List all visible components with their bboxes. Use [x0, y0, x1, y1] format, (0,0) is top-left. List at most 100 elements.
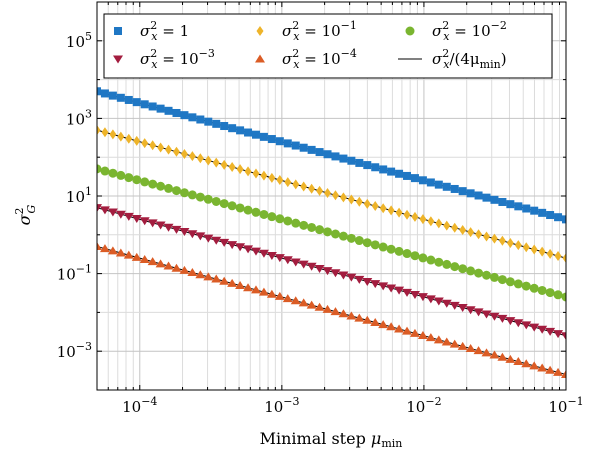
- data-point: [474, 191, 483, 200]
- data-point: [283, 216, 293, 226]
- data-point: [187, 190, 197, 200]
- data-point: [457, 341, 468, 350]
- data-point: [235, 243, 246, 252]
- data-point: [521, 321, 532, 330]
- data-point: [497, 314, 508, 323]
- data-point: [497, 275, 507, 285]
- markers: [97, 87, 566, 379]
- data-point: [451, 222, 459, 233]
- data-point: [139, 255, 150, 264]
- data-point: [299, 143, 308, 152]
- data-point: [211, 236, 222, 245]
- data-point: [442, 259, 452, 269]
- data-point: [258, 287, 269, 296]
- data-point: [449, 301, 460, 310]
- data-point: [347, 156, 356, 165]
- data-point: [236, 126, 245, 135]
- data-point: [498, 235, 506, 246]
- data-point: [228, 161, 236, 172]
- data-point: [308, 183, 316, 194]
- data-point: [347, 194, 355, 205]
- data-point: [275, 214, 285, 224]
- data-point: [244, 128, 253, 137]
- data-point: [299, 220, 309, 230]
- data-point: [553, 330, 564, 339]
- data-point: [282, 256, 293, 265]
- data-point: [148, 102, 157, 111]
- data-point: [417, 330, 428, 339]
- data-point: [490, 195, 499, 204]
- data-point: [250, 247, 261, 256]
- data-point: [157, 142, 165, 153]
- data-point: [481, 310, 492, 319]
- data-point: [171, 186, 181, 196]
- data-point: [109, 129, 117, 140]
- data-point: [196, 115, 205, 124]
- data-point: [171, 225, 182, 234]
- data-point: [115, 248, 126, 257]
- data-point: [505, 317, 516, 326]
- data-point: [204, 155, 212, 166]
- legend-label: σ2 x/(4μmin): [432, 47, 507, 71]
- legend-box: [103, 13, 553, 79]
- data-point: [97, 87, 101, 96]
- data-point: [562, 253, 566, 264]
- data-point: [530, 244, 538, 255]
- data-point: [307, 145, 316, 154]
- data-point: [529, 323, 540, 332]
- data-point: [139, 217, 150, 226]
- data-point: [172, 108, 181, 117]
- data-point: [147, 219, 158, 228]
- data-point: [267, 212, 277, 222]
- y-tick-label: 10−1: [57, 263, 92, 284]
- data-point: [433, 297, 444, 306]
- data-point: [457, 304, 468, 313]
- data-point: [489, 312, 500, 321]
- data-point: [179, 228, 190, 237]
- data-point: [411, 211, 419, 222]
- data-point: [290, 258, 301, 267]
- data-point: [354, 313, 365, 322]
- data-point: [300, 181, 308, 192]
- data-point: [172, 146, 180, 157]
- data-point: [203, 194, 213, 204]
- data-point: [220, 122, 229, 131]
- data-point: [387, 167, 396, 176]
- data-point: [483, 231, 491, 242]
- data-point: [291, 141, 300, 150]
- data-point: [266, 251, 277, 260]
- data-point: [204, 117, 213, 126]
- data-point: [99, 244, 110, 253]
- data-point: [306, 300, 317, 309]
- data-point: [346, 273, 357, 282]
- data-point: [268, 172, 276, 183]
- data-point: [298, 260, 309, 269]
- data-point: [251, 130, 260, 139]
- data-point: [259, 209, 269, 219]
- data-point: [274, 291, 285, 300]
- data-point: [315, 148, 324, 157]
- data-point: [346, 233, 356, 243]
- data-point: [125, 133, 133, 144]
- data-point: [307, 222, 317, 232]
- data-point: [521, 359, 532, 368]
- data-point: [355, 196, 363, 207]
- data-point: [489, 350, 500, 359]
- data-point: [164, 106, 173, 115]
- data-point: [298, 298, 309, 307]
- data-point: [203, 272, 214, 281]
- data-point: [473, 308, 484, 317]
- data-point: [290, 296, 301, 305]
- data-point: [124, 95, 133, 104]
- data-point: [435, 218, 443, 229]
- data-point: [465, 306, 476, 315]
- data-point: [465, 344, 476, 353]
- data-point: [425, 333, 436, 342]
- data-point: [116, 93, 125, 102]
- data-point: [188, 113, 197, 122]
- data-point: [387, 205, 395, 216]
- data-point: [97, 164, 102, 174]
- data-point: [521, 281, 531, 291]
- data-point: [331, 190, 339, 201]
- data-point: [195, 232, 206, 241]
